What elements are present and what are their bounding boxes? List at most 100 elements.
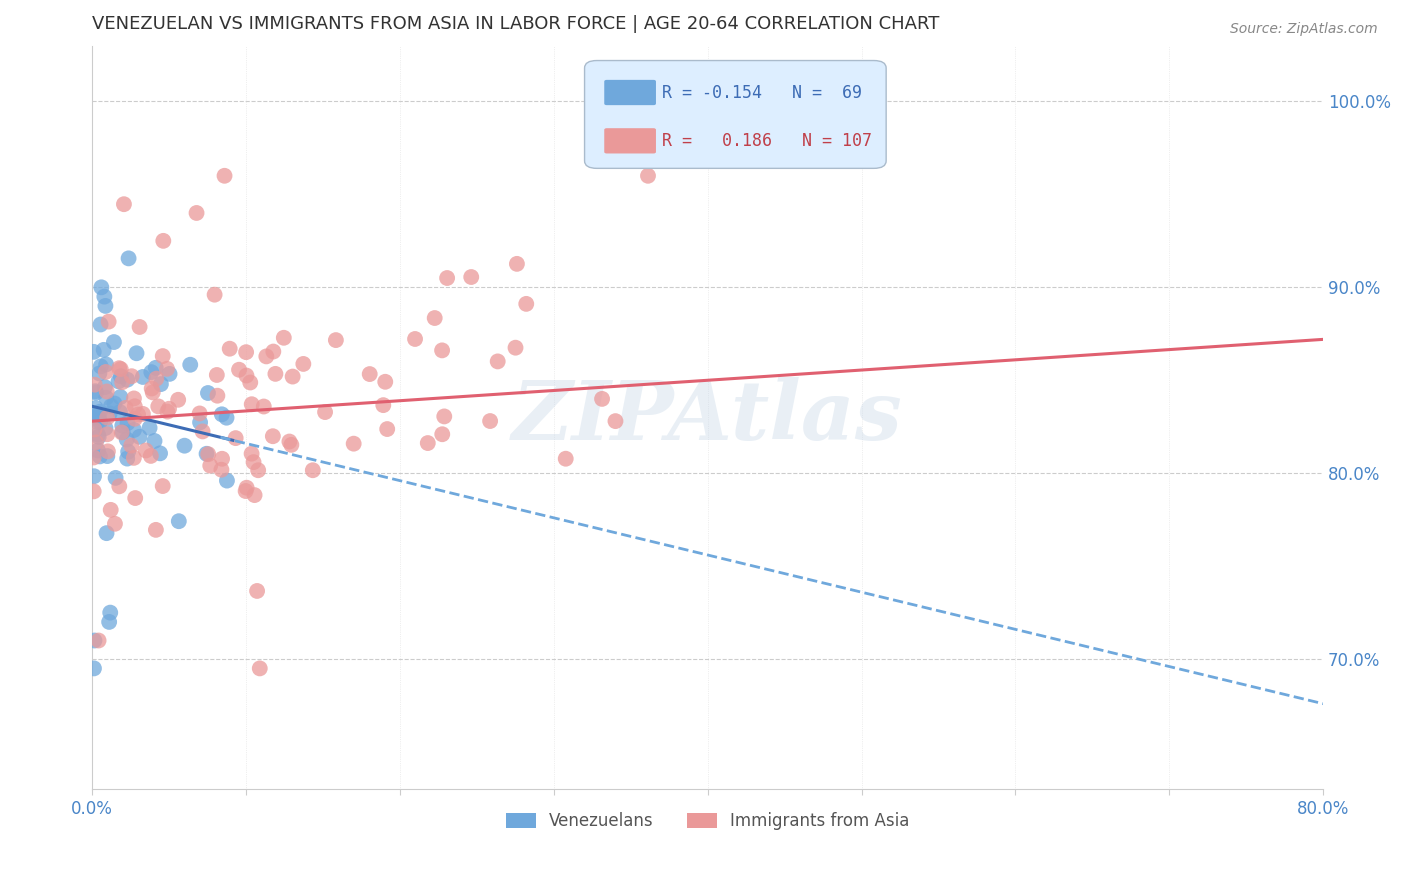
Point [301, 463, 323, 477]
Point [89, 415, 111, 429]
Point [790, 91, 813, 105]
Point [215, 474, 238, 488]
Point [240, 447, 263, 461]
Point [87, 410, 110, 425]
Point [374, 375, 396, 389]
Point [145, 523, 167, 537]
Point [188, 416, 211, 430]
Point [111, 418, 134, 433]
Point [416, 436, 439, 450]
Point [86, 415, 108, 429]
Point [262, 429, 284, 443]
Point [152, 234, 174, 248]
Point [112, 197, 135, 211]
Point [423, 311, 446, 326]
Point [605, 414, 627, 428]
Point [96, 427, 118, 442]
Point [156, 404, 179, 418]
Point [104, 516, 127, 531]
Point [104, 471, 127, 485]
Point [239, 376, 262, 390]
Point [142, 385, 165, 400]
Point [460, 270, 482, 285]
FancyBboxPatch shape [585, 61, 886, 169]
Point [486, 354, 509, 368]
Point [215, 410, 238, 425]
Point [94, 299, 117, 313]
Point [325, 333, 347, 347]
Point [94, 365, 117, 379]
Point [135, 443, 157, 458]
Point [359, 367, 381, 381]
Point [479, 414, 502, 428]
Point [240, 397, 263, 411]
Point [87, 633, 110, 648]
Point [218, 342, 240, 356]
Point [84, 435, 107, 450]
Point [132, 370, 155, 384]
Point [253, 400, 276, 414]
Point [103, 396, 125, 410]
Point [124, 411, 146, 425]
Point [235, 481, 257, 495]
Point [159, 367, 181, 381]
Point [156, 361, 179, 376]
Point [141, 365, 163, 379]
Point [204, 287, 226, 301]
Point [591, 392, 613, 406]
Point [505, 341, 527, 355]
Text: Source: ZipAtlas.com: Source: ZipAtlas.com [1230, 22, 1378, 37]
Point [125, 346, 148, 360]
Point [96, 410, 118, 425]
FancyBboxPatch shape [605, 128, 657, 153]
Point [98, 406, 121, 420]
Point [110, 369, 132, 384]
Point [98, 615, 121, 629]
Point [115, 451, 138, 466]
Point [249, 661, 271, 675]
Point [179, 358, 201, 372]
Point [264, 367, 287, 381]
Point [143, 434, 166, 448]
Point [108, 361, 131, 376]
Point [228, 362, 250, 376]
Point [120, 439, 142, 453]
Point [107, 375, 129, 389]
Point [235, 368, 257, 383]
Text: ZIPAtlas: ZIPAtlas [512, 377, 903, 458]
Point [90, 318, 112, 332]
Point [197, 386, 219, 401]
Point [145, 360, 167, 375]
Point [108, 479, 131, 493]
Point [83, 633, 105, 648]
Point [121, 369, 143, 384]
Point [83, 344, 105, 359]
Point [83, 411, 105, 425]
Point [209, 463, 232, 477]
Point [211, 407, 233, 421]
Point [111, 425, 134, 440]
Point [280, 438, 302, 452]
Point [87, 427, 110, 442]
Point [197, 447, 219, 461]
Point [103, 334, 125, 349]
Point [96, 449, 118, 463]
Point [94, 421, 117, 435]
Point [117, 252, 139, 266]
Point [152, 479, 174, 493]
Point [191, 425, 214, 439]
Point [506, 257, 529, 271]
Point [100, 503, 122, 517]
Point [167, 392, 190, 407]
Point [117, 416, 139, 430]
Point [90, 359, 112, 374]
Point [375, 422, 398, 436]
Point [83, 469, 105, 483]
Point [132, 407, 155, 421]
Point [149, 446, 172, 460]
Point [84, 385, 107, 400]
Point [152, 349, 174, 363]
Point [98, 606, 121, 620]
Point [292, 357, 315, 371]
Point [83, 484, 105, 499]
